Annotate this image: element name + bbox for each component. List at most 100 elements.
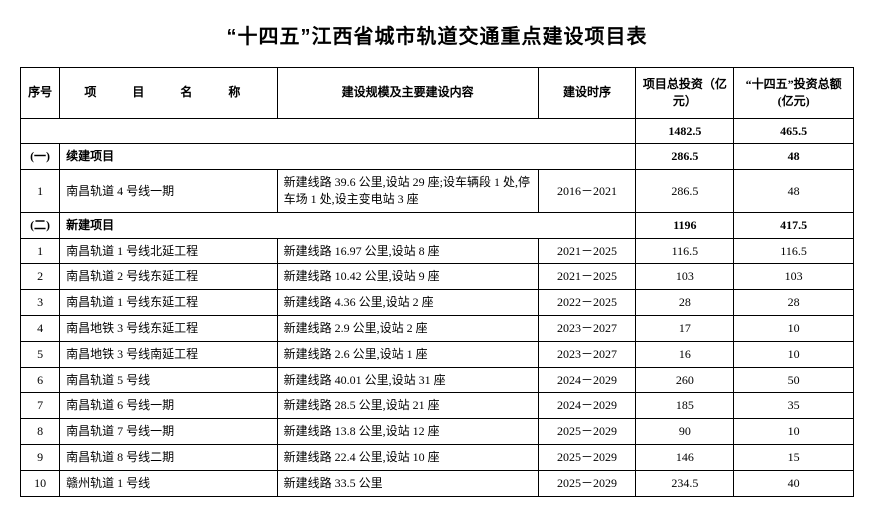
section-name: 新建项目: [60, 212, 636, 238]
cell-inv: 185: [636, 393, 734, 419]
table-row: 6南昌轨道 5 号线新建线路 40.01 公里,设站 31 座2024－2029…: [21, 367, 854, 393]
cell-name: 南昌轨道 1 号线北延工程: [60, 238, 277, 264]
table-row: 9南昌轨道 8 号线二期新建线路 22.4 公里,设站 10 座2025－202…: [21, 444, 854, 470]
table-row: 1南昌轨道 4 号线一期新建线路 39.6 公里,设站 29 座;设车辆段 1 …: [21, 170, 854, 213]
cell-inv: 17: [636, 315, 734, 341]
cell-inv2: 48: [734, 170, 854, 213]
table-row: 3南昌轨道 1 号线东延工程新建线路 4.36 公里,设站 2 座2022－20…: [21, 290, 854, 316]
header-inv: 项目总投资（亿元）: [636, 68, 734, 119]
cell-inv2: 35: [734, 393, 854, 419]
header-desc: 建设规模及主要建设内容: [277, 68, 538, 119]
page-title: “十四五”江西省城市轨道交通重点建设项目表: [20, 20, 854, 49]
cell-seq: 1: [21, 238, 60, 264]
section-label: (二): [21, 212, 60, 238]
section-label: (一): [21, 144, 60, 170]
cell-time: 2021－2025: [538, 264, 636, 290]
cell-time: 2023－2027: [538, 341, 636, 367]
section-inv2: 48: [734, 144, 854, 170]
cell-seq: 9: [21, 444, 60, 470]
totals-inv: 1482.5: [636, 118, 734, 144]
cell-desc: 新建线路 28.5 公里,设站 21 座: [277, 393, 538, 419]
cell-time: 2021－2025: [538, 238, 636, 264]
cell-inv2: 10: [734, 315, 854, 341]
cell-seq: 4: [21, 315, 60, 341]
cell-inv2: 103: [734, 264, 854, 290]
cell-seq: 10: [21, 470, 60, 496]
cell-time: 2023－2027: [538, 315, 636, 341]
cell-seq: 2: [21, 264, 60, 290]
cell-inv: 146: [636, 444, 734, 470]
cell-name: 南昌轨道 2 号线东延工程: [60, 264, 277, 290]
cell-name: 南昌地铁 3 号线东延工程: [60, 315, 277, 341]
cell-time: 2025－2029: [538, 444, 636, 470]
cell-name: 南昌轨道 8 号线二期: [60, 444, 277, 470]
cell-desc: 新建线路 13.8 公里,设站 12 座: [277, 419, 538, 445]
cell-inv2: 40: [734, 470, 854, 496]
cell-desc: 新建线路 2.6 公里,设站 1 座: [277, 341, 538, 367]
totals-row: 1482.5465.5: [21, 118, 854, 144]
section-name: 续建项目: [60, 144, 636, 170]
cell-seq: 1: [21, 170, 60, 213]
cell-inv: 234.5: [636, 470, 734, 496]
cell-inv2: 10: [734, 419, 854, 445]
cell-inv: 90: [636, 419, 734, 445]
cell-desc: 新建线路 40.01 公里,设站 31 座: [277, 367, 538, 393]
cell-name: 南昌轨道 1 号线东延工程: [60, 290, 277, 316]
cell-desc: 新建线路 10.42 公里,设站 9 座: [277, 264, 538, 290]
section-inv: 1196: [636, 212, 734, 238]
cell-inv2: 28: [734, 290, 854, 316]
table-row: 7南昌轨道 6 号线一期新建线路 28.5 公里,设站 21 座2024－202…: [21, 393, 854, 419]
cell-time: 2024－2029: [538, 393, 636, 419]
cell-inv2: 15: [734, 444, 854, 470]
cell-seq: 5: [21, 341, 60, 367]
cell-seq: 3: [21, 290, 60, 316]
cell-name: 南昌轨道 6 号线一期: [60, 393, 277, 419]
cell-name: 赣州轨道 1 号线: [60, 470, 277, 496]
cell-desc: 新建线路 4.36 公里,设站 2 座: [277, 290, 538, 316]
section-inv2: 417.5: [734, 212, 854, 238]
cell-inv2: 50: [734, 367, 854, 393]
cell-name: 南昌轨道 5 号线: [60, 367, 277, 393]
table-header-row: 序号 项 目 名 称 建设规模及主要建设内容 建设时序 项目总投资（亿元） “十…: [21, 68, 854, 119]
totals-blank: [21, 118, 636, 144]
cell-desc: 新建线路 39.6 公里,设站 29 座;设车辆段 1 处,停车场 1 处,设主…: [277, 170, 538, 213]
table-row: 2南昌轨道 2 号线东延工程新建线路 10.42 公里,设站 9 座2021－2…: [21, 264, 854, 290]
table-row: 10赣州轨道 1 号线新建线路 33.5 公里2025－2029234.540: [21, 470, 854, 496]
table-row: 1南昌轨道 1 号线北延工程新建线路 16.97 公里,设站 8 座2021－2…: [21, 238, 854, 264]
cell-inv: 286.5: [636, 170, 734, 213]
cell-inv: 16: [636, 341, 734, 367]
cell-name: 南昌轨道 7 号线一期: [60, 419, 277, 445]
cell-desc: 新建线路 33.5 公里: [277, 470, 538, 496]
cell-seq: 8: [21, 419, 60, 445]
cell-time: 2025－2029: [538, 470, 636, 496]
header-time: 建设时序: [538, 68, 636, 119]
cell-desc: 新建线路 22.4 公里,设站 10 座: [277, 444, 538, 470]
cell-time: 2022－2025: [538, 290, 636, 316]
section-inv: 286.5: [636, 144, 734, 170]
section-row-1: (一)续建项目286.548: [21, 144, 854, 170]
cell-inv: 103: [636, 264, 734, 290]
cell-time: 2016－2021: [538, 170, 636, 213]
project-table: 序号 项 目 名 称 建设规模及主要建设内容 建设时序 项目总投资（亿元） “十…: [20, 67, 854, 497]
cell-seq: 6: [21, 367, 60, 393]
table-row: 5南昌地铁 3 号线南延工程新建线路 2.6 公里,设站 1 座2023－202…: [21, 341, 854, 367]
cell-seq: 7: [21, 393, 60, 419]
table-row: 8南昌轨道 7 号线一期新建线路 13.8 公里,设站 12 座2025－202…: [21, 419, 854, 445]
header-seq: 序号: [21, 68, 60, 119]
cell-inv2: 116.5: [734, 238, 854, 264]
cell-inv: 260: [636, 367, 734, 393]
cell-desc: 新建线路 16.97 公里,设站 8 座: [277, 238, 538, 264]
cell-inv: 116.5: [636, 238, 734, 264]
cell-time: 2025－2029: [538, 419, 636, 445]
header-name: 项 目 名 称: [60, 68, 277, 119]
cell-name: 南昌地铁 3 号线南延工程: [60, 341, 277, 367]
cell-inv2: 10: [734, 341, 854, 367]
section-row-2: (二)新建项目1196417.5: [21, 212, 854, 238]
cell-inv: 28: [636, 290, 734, 316]
header-inv2: “十四五”投资总额(亿元): [734, 68, 854, 119]
table-row: 4南昌地铁 3 号线东延工程新建线路 2.9 公里,设站 2 座2023－202…: [21, 315, 854, 341]
cell-name: 南昌轨道 4 号线一期: [60, 170, 277, 213]
cell-desc: 新建线路 2.9 公里,设站 2 座: [277, 315, 538, 341]
totals-inv2: 465.5: [734, 118, 854, 144]
cell-time: 2024－2029: [538, 367, 636, 393]
